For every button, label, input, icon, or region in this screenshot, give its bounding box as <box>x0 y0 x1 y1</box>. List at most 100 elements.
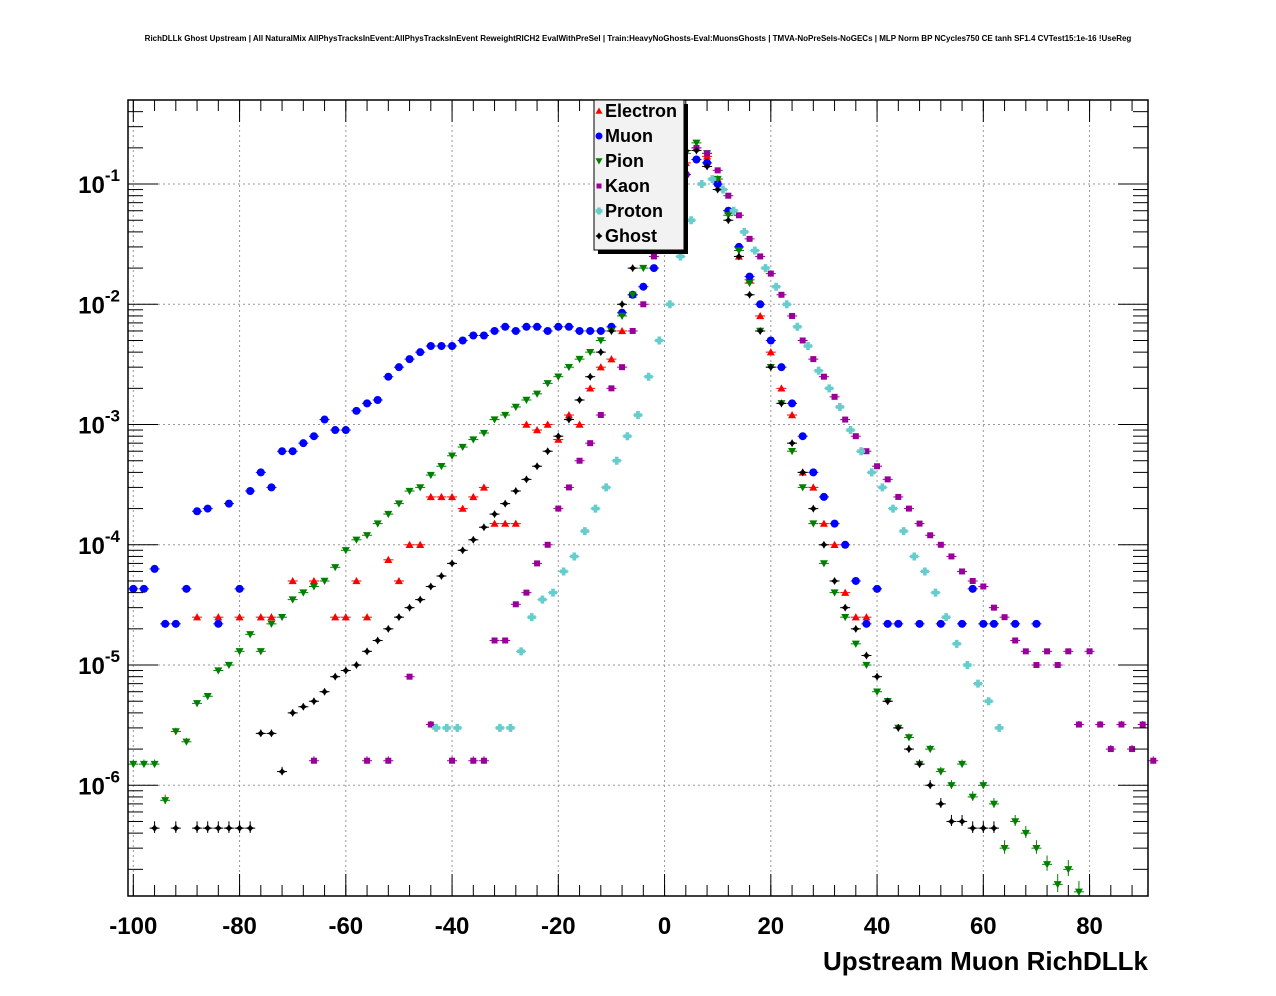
pion-point <box>639 264 648 273</box>
ghost-point <box>267 729 276 738</box>
muon-point <box>596 326 605 335</box>
x-axis-title: Upstream Muon RichDLLk <box>823 946 1149 976</box>
pion-point <box>809 520 818 528</box>
kaon-point <box>597 412 604 419</box>
ghost-point <box>989 824 998 833</box>
muon-point <box>373 395 382 404</box>
electron-point <box>394 576 403 585</box>
pion-point <box>469 436 478 444</box>
kaon-point <box>895 493 902 500</box>
x-tick-label: 0 <box>658 913 671 940</box>
proton-point <box>517 647 526 656</box>
pion-point <box>224 661 233 670</box>
pion-point <box>989 800 998 808</box>
ghost-point <box>299 702 308 711</box>
ghost-point <box>586 372 595 381</box>
electron-point <box>756 311 765 320</box>
muon-point <box>543 326 552 335</box>
proton-point <box>857 447 866 456</box>
ghost-point <box>756 326 765 335</box>
muon-point <box>851 576 860 585</box>
kaon-point <box>767 270 774 277</box>
electron-point <box>288 576 297 585</box>
pion-point <box>926 745 935 754</box>
pion-point <box>150 760 159 769</box>
ticks-layer <box>128 99 1148 896</box>
ghost-point <box>150 824 159 833</box>
kaon-point <box>874 463 881 470</box>
legend-label-electron: Electron <box>605 101 677 121</box>
muon-point <box>830 519 839 528</box>
muon-point <box>426 341 435 350</box>
kaon-point <box>799 337 806 344</box>
kaon-point <box>1107 746 1114 753</box>
kaon-point <box>555 505 562 512</box>
kaon-point <box>427 721 434 728</box>
ghost-point <box>448 559 457 568</box>
pion-point <box>458 443 467 452</box>
proton-point <box>506 723 515 732</box>
muon-point <box>405 355 414 364</box>
electron-point <box>384 555 393 564</box>
kaon-point <box>1139 721 1146 728</box>
ghost-point <box>235 824 244 833</box>
proton-point <box>432 723 441 732</box>
pion-point <box>862 661 871 670</box>
ghost-point <box>926 781 935 790</box>
muon-point <box>394 363 403 372</box>
electron-point <box>405 540 414 548</box>
kaon-point <box>916 520 923 527</box>
kaon-point <box>1022 648 1029 655</box>
muon-point <box>214 619 223 628</box>
proton-point <box>995 723 1004 732</box>
muon-point <box>331 426 340 435</box>
x-tick-label: -80 <box>222 913 257 940</box>
pion-point <box>968 793 977 801</box>
ghost-point <box>203 824 212 833</box>
muon-point <box>437 341 446 350</box>
kaon-point <box>587 440 594 447</box>
pion-point <box>628 291 637 299</box>
muon-point <box>575 326 584 335</box>
pion-point <box>437 463 446 471</box>
legend-label-muon: Muon <box>605 126 653 146</box>
x-tick-label: -20 <box>541 913 576 940</box>
ghost-point <box>841 603 850 612</box>
muon-point <box>246 487 255 496</box>
pion-point <box>575 355 584 364</box>
pion-point <box>363 532 372 540</box>
proton-point <box>814 366 823 375</box>
ghost-point <box>692 146 701 155</box>
muon-point <box>511 326 520 335</box>
muon-point <box>798 432 807 441</box>
kaon-point <box>650 253 657 260</box>
ghost-point <box>394 613 403 622</box>
ghost-point <box>809 504 818 513</box>
muon-point <box>692 155 701 164</box>
electron-point <box>416 540 425 548</box>
electron-point <box>851 613 860 621</box>
kaon-point <box>948 553 955 560</box>
electron-point <box>193 613 202 621</box>
muon-point <box>299 439 308 448</box>
ghost-point <box>703 162 712 171</box>
pion-point <box>1043 861 1052 869</box>
kaon-point <box>491 637 498 644</box>
pion-point <box>278 613 287 622</box>
kaon-point <box>884 476 891 483</box>
pion-point <box>139 760 148 769</box>
pion-point <box>1021 829 1030 838</box>
pion-point <box>1064 866 1073 874</box>
ghost-point <box>341 666 350 675</box>
proton-point <box>899 527 908 536</box>
electron-point <box>426 492 435 501</box>
muon-point <box>979 619 988 628</box>
ghost-point <box>830 576 839 585</box>
pion-point <box>819 560 828 568</box>
pion-point <box>947 782 956 790</box>
muon-point <box>586 326 595 335</box>
proton-point <box>527 613 536 622</box>
kaon-point <box>820 373 827 380</box>
electron-point <box>809 483 818 491</box>
